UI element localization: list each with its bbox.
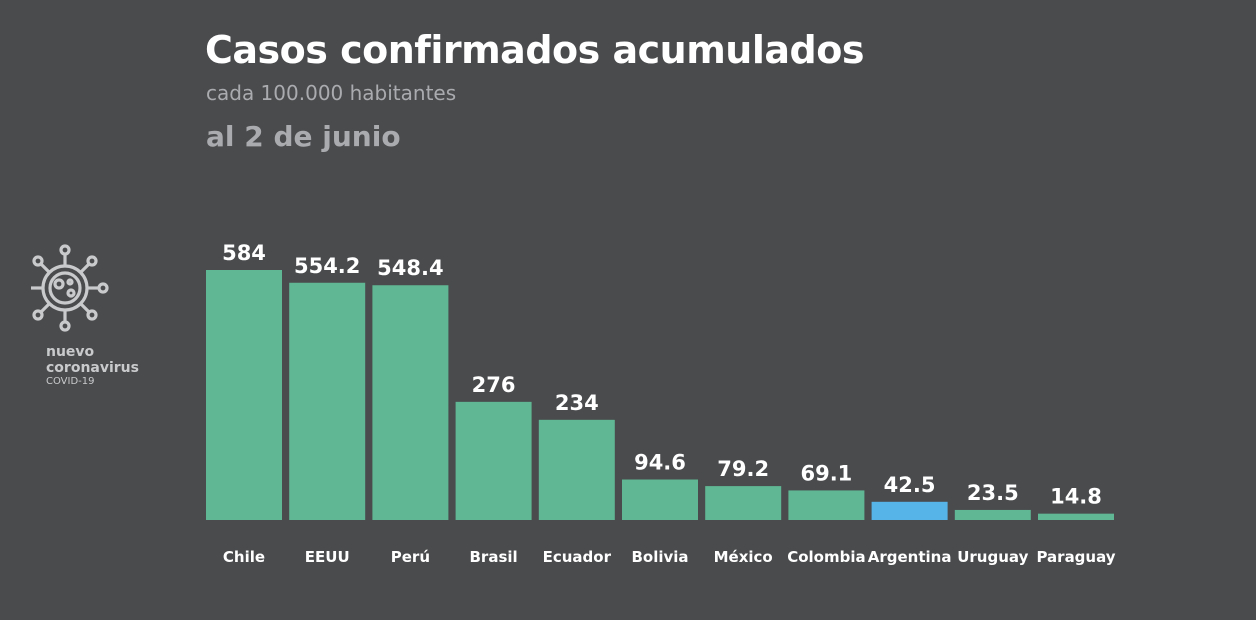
bar-ecuador (538, 419, 615, 520)
value-label-bolivia: 94.6 (634, 451, 686, 475)
value-label-perú: 548.4 (377, 256, 443, 280)
value-label-brasil: 276 (472, 373, 516, 397)
bar-colombia (788, 490, 865, 520)
value-label-ecuador: 234 (555, 391, 599, 415)
value-label-uruguay: 23.5 (967, 481, 1019, 505)
category-label-paraguay: Paraguay (1036, 548, 1115, 566)
logo-text: nuevo coronavirus COVID-19 (46, 344, 139, 388)
logo-line-nuevo: nuevo (46, 344, 95, 360)
category-label-argentina: Argentina (868, 548, 952, 566)
bar-eeuu (289, 282, 366, 520)
bar-méxico (705, 486, 782, 520)
bar-perú (372, 285, 449, 520)
category-label-colombia: Colombia (787, 548, 865, 566)
chart-title: Casos confirmados acumulados (205, 28, 864, 72)
bar-brasil (455, 401, 532, 520)
category-label-perú: Perú (391, 548, 430, 566)
category-label-ecuador: Ecuador (543, 548, 612, 566)
bar-uruguay (954, 509, 1031, 520)
category-label-méxico: México (714, 548, 773, 566)
bar-argentina (871, 501, 948, 520)
value-label-argentina: 42.5 (884, 473, 936, 497)
logo-line-coronavirus: coronavirus (46, 360, 139, 376)
value-label-méxico: 79.2 (717, 457, 769, 481)
category-label-uruguay: Uruguay (957, 548, 1028, 566)
bar-chile (206, 270, 282, 520)
chart-subtitle: cada 100.000 habitantes (206, 81, 457, 105)
value-label-eeuu: 554.2 (294, 254, 360, 278)
category-label-eeuu: EEUU (305, 548, 350, 566)
value-label-colombia: 69.1 (800, 461, 852, 485)
category-label-bolivia: Bolivia (631, 548, 688, 566)
logo-line-covid: COVID-19 (46, 376, 95, 387)
category-label-chile: Chile (223, 548, 265, 566)
value-label-chile: 584 (222, 241, 266, 265)
bar-paraguay (1038, 513, 1114, 520)
category-label-brasil: Brasil (470, 548, 518, 566)
bar-bolivia (622, 479, 698, 520)
virus-icon (31, 244, 109, 332)
value-label-paraguay: 14.8 (1050, 485, 1102, 509)
chart-date: al 2 de junio (206, 120, 401, 153)
